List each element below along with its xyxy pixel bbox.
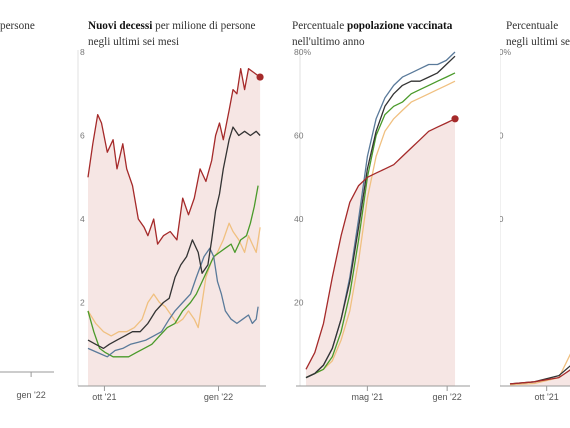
panel-title: Nuovi decessi per milione di persone neg… [88, 18, 272, 50]
panel-title-rest: per milione di persone [152, 20, 256, 32]
series-endpoint-dot [451, 115, 459, 123]
panel-title: Percentuale popolazione vaccinata nell'u… [292, 18, 482, 50]
chart-svg: 2 4 6 8 ott '21 gen '22 [77, 47, 266, 402]
y-tick-label: 2 [80, 298, 85, 308]
series-line-usa [509, 369, 570, 385]
series-endpoint-dot [256, 73, 264, 81]
y-tick-label: 4 [80, 214, 85, 224]
panel-title: persone [0, 18, 66, 34]
x-tick-label: ott '21 [535, 392, 559, 402]
usa-area-shade [510, 370, 570, 386]
chart-svg: 20 40 60 80% mag '21 gen '22 [294, 47, 470, 402]
panel-title-bold: popolazione vaccinata [346, 20, 453, 32]
series-line-francia [87, 185, 259, 358]
panel-title-bold: Nuovi decessi [88, 20, 153, 32]
series-line-uk [305, 55, 456, 379]
series-line-usa [305, 118, 456, 370]
panel-title-rest: Percentuale [292, 20, 347, 32]
usa-area-shade [88, 68, 261, 386]
y-tick-label: 40 [500, 214, 504, 224]
series-line-usa [87, 68, 261, 245]
panel-title-rest: Percentuale [506, 20, 559, 32]
x-tick-label: ott '21 [92, 392, 116, 402]
y-tick-label: 80% [500, 47, 511, 57]
series-line-francia [305, 72, 456, 379]
usa-area-shade [306, 118, 456, 387]
y-tick-label: 6 [80, 131, 85, 141]
x-tick-label: gen '22 [204, 392, 233, 402]
series-line-uk [87, 126, 261, 350]
chart-panel-vaccinated-year: Percentuale popolazione vaccinata nell'u… [286, 0, 482, 428]
panel-title-line2: negli ultimi sei mesi [88, 36, 180, 48]
chart-panel-deaths: Nuovi decessi per milione di persone neg… [72, 0, 272, 428]
chart-panel-partial-left: persone gen '22nciaItaliaStatiUniti [0, 0, 66, 428]
y-tick-label: 40 [294, 214, 304, 224]
panel-title-line2: negli ultimi sei [506, 36, 570, 48]
panel-title-line2: nell'ultimo anno [292, 36, 365, 48]
x-tick-label: gen '22 [433, 392, 462, 402]
y-tick-label: 8 [80, 47, 85, 57]
series-line-germania [87, 222, 261, 337]
y-tick-label: 60 [500, 131, 504, 141]
series-line-germania [305, 80, 456, 379]
x-tick-label: gen '22 [16, 390, 45, 400]
y-tick-label: 60 [294, 131, 304, 141]
chart-panel-partial-right: Percentuale negli ultimi sei 80% 60 40 2 ott… [500, 0, 570, 428]
y-tick-label: 20 [294, 298, 304, 308]
panel-title-rest: persone [0, 20, 35, 32]
x-tick-label: mag '21 [351, 392, 383, 402]
y-tick-label: 80% [294, 47, 311, 57]
chart-svg: gen '22nciaItaliaStatiUniti [0, 371, 54, 400]
panel-title: Percentuale negli ultimi sei [506, 18, 570, 50]
series-line-italia [87, 247, 259, 358]
